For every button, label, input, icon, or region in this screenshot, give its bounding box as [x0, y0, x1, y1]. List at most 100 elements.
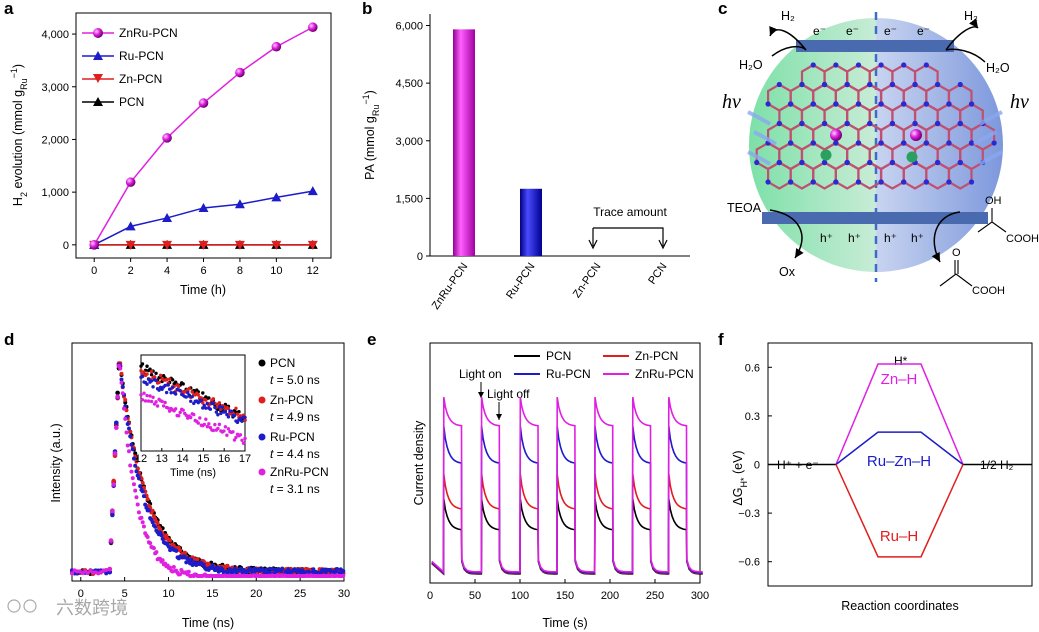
- d-point-znru-pcn: [151, 546, 156, 551]
- d-point-zn-pcn: [225, 563, 230, 568]
- hole-4: h⁺: [911, 231, 924, 245]
- f-ytick-label: 0.6: [745, 362, 760, 374]
- panel-e-chart: Current density Time (s) Light on Light …: [412, 342, 709, 630]
- d-inset-point-znru-pcn: [181, 408, 185, 412]
- d-point-zn-pcn: [150, 508, 155, 513]
- lattice-n-atom: [935, 120, 941, 127]
- d-point-znru-pcn: [125, 443, 130, 448]
- d-inset-point-znru-pcn: [151, 395, 155, 400]
- lattice-n-atom: [765, 101, 771, 107]
- d-xtick-label: 20: [250, 588, 262, 600]
- d-inset-xtick-label: 13: [156, 453, 168, 465]
- e-xtick-label: 150: [556, 590, 574, 602]
- panel-b-ylabel: PA (mmol gRu−1): [361, 90, 381, 180]
- lattice-n-atom: [833, 140, 839, 146]
- d-inset-point-znru-pcn: [163, 400, 167, 405]
- d-point-znru-pcn: [112, 451, 118, 456]
- lactic-acid-structure: OH COOH: [977, 195, 1039, 245]
- d-inset-point-znru-pcn: [217, 422, 222, 427]
- panel-a-ylabel: H2 evolution (mmol gRu−1): [9, 64, 29, 206]
- legend-ru-marker: [93, 51, 103, 60]
- legend-d-zn: Zn-PCN: [270, 393, 313, 407]
- d-inset-point-ru-pcn: [163, 383, 167, 388]
- trace-amount-bracket: [592, 227, 664, 246]
- light-on-label: Light on: [459, 367, 502, 381]
- d-inset-point-znru-pcn: [211, 428, 216, 433]
- a-xtick-label: 8: [237, 265, 243, 277]
- lattice-n-atom: [776, 81, 782, 88]
- lattice-n-atom: [878, 101, 884, 107]
- d-inset-point-ru-pcn: [157, 388, 161, 392]
- lattice-n-atom: [855, 101, 862, 107]
- d-series-znru-pcn: [70, 363, 346, 578]
- e-line-znru-pcn: [431, 396, 703, 574]
- light-ray-left: [747, 110, 772, 126]
- d-point-zn-pcn: [111, 478, 116, 484]
- legend-d-pcn: PCN: [270, 356, 295, 370]
- d-inset-point-ru-pcn: [211, 401, 216, 405]
- f-ytick-label: −0.3: [738, 508, 760, 520]
- lattice-n-atom: [889, 159, 896, 166]
- panel-a-label: a: [4, 0, 14, 18]
- hole-2: h⁺: [848, 231, 861, 245]
- lattice-n-atom: [810, 101, 816, 107]
- electron-1: e⁻: [813, 24, 826, 38]
- d-point-zn-pcn: [164, 533, 169, 538]
- legend-e-znru: ZnRu-PCN: [635, 367, 694, 381]
- a-point-ru-pcn: [125, 221, 136, 231]
- a-point-znru-pcn: [307, 22, 318, 33]
- panel-d-ylabel: Intensity (a.u.): [49, 423, 63, 502]
- d-point-znru-pcn: [168, 565, 173, 570]
- d-inset-point-znru-pcn: [161, 404, 166, 408]
- lattice-n-atom: [765, 179, 771, 185]
- a-xtick-label: 0: [91, 265, 97, 277]
- a-point-znru-pcn: [198, 98, 209, 108]
- d-inset-point-pcn: [140, 362, 145, 366]
- e-line-ru-pcn: [431, 426, 703, 575]
- lattice-n-atom: [867, 81, 873, 88]
- d-point-znru-pcn: [115, 394, 120, 400]
- d-point-ru-pcn: [220, 567, 225, 572]
- d-inset-point-ru-pcn: [186, 391, 190, 395]
- lattice-n-atom: [946, 140, 952, 146]
- b-ytick-label: 3,000: [395, 136, 423, 148]
- d-inset-point-zn-pcn: [139, 369, 143, 373]
- a-ytick-label: 3,000: [41, 82, 69, 94]
- d-inset-point-znru-pcn: [240, 438, 244, 443]
- d-inset-point-znru-pcn: [189, 415, 193, 420]
- d-inset-point-ru-pcn: [199, 398, 203, 402]
- panel-c-label: c: [718, 0, 727, 18]
- lattice-n-atom: [935, 159, 941, 166]
- d-inset-point-znru-pcn: [207, 422, 211, 426]
- legend-zn-marker: [93, 74, 103, 83]
- d-point-znru-pcn: [139, 515, 144, 520]
- d-point-ru-pcn: [146, 508, 151, 513]
- b-category-label: Ru-PCN: [504, 261, 537, 301]
- legend-pcn: PCN: [119, 95, 144, 109]
- d-point-zn-pcn: [195, 557, 200, 562]
- lattice-n-atom: [968, 101, 975, 107]
- d-point-ru-pcn: [189, 557, 194, 562]
- legend-znru: ZnRu-PCN: [119, 26, 178, 40]
- d-point-znru-pcn: [134, 495, 139, 500]
- trace-amount-arrowheads: [588, 239, 668, 250]
- d-point-ru-pcn: [160, 536, 165, 541]
- ox-label: Ox: [779, 265, 796, 279]
- d-point-ru-pcn: [130, 447, 135, 452]
- a-point-znru-pcn: [235, 67, 245, 78]
- e-xtick-label: 100: [511, 590, 529, 602]
- d-inset-point-ru-pcn: [243, 415, 247, 420]
- d-inset-point-ru-pcn: [238, 416, 243, 421]
- legend-d-ru: Ru-PCN: [270, 430, 315, 444]
- panel-a-chart: H2 evolution (mmol gRu−1) Time (h) ZnRu-…: [9, 12, 332, 297]
- d-inset-point-ru-pcn: [151, 385, 155, 389]
- d-inset-point-znru-pcn: [142, 391, 146, 395]
- d-point-ru-pcn: [150, 520, 155, 525]
- d-xtick-label: 30: [338, 588, 350, 600]
- d-xtick-label: 15: [206, 588, 218, 600]
- d-inset-point-zn-pcn: [164, 377, 169, 382]
- a-point-ru-pcn: [198, 202, 209, 212]
- lattice-n-atom: [788, 179, 794, 185]
- a-point-zn-pcn: [271, 240, 282, 250]
- e-xtick-label: 50: [469, 590, 481, 602]
